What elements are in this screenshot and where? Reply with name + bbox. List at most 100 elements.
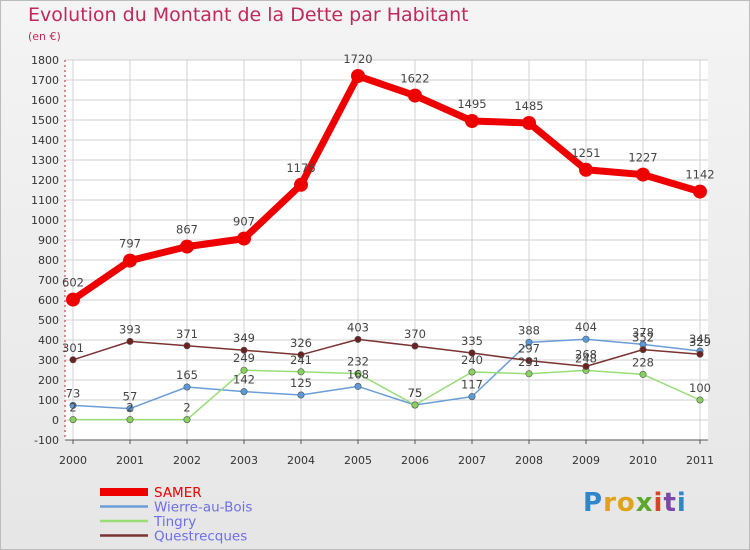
data-label: 241 bbox=[290, 353, 312, 367]
y-tick-label: 800 bbox=[38, 254, 59, 267]
data-label: 403 bbox=[347, 320, 369, 334]
y-tick-label: 1000 bbox=[31, 214, 59, 227]
data-point bbox=[180, 239, 194, 254]
y-tick-label: 1700 bbox=[31, 74, 59, 87]
chart-title: Evolution du Montant de la Dette par Hab… bbox=[28, 4, 469, 26]
data-label: 73 bbox=[66, 386, 81, 400]
data-point bbox=[69, 401, 77, 409]
data-label: 370 bbox=[404, 327, 426, 341]
data-point bbox=[297, 368, 305, 376]
data-label: 1251 bbox=[571, 146, 600, 160]
data-label: 1720 bbox=[343, 52, 372, 66]
x-tick-label: 2006 bbox=[401, 454, 429, 467]
y-tick-label: 400 bbox=[38, 334, 59, 347]
chart-subtitle: (en €) bbox=[28, 30, 61, 43]
data-label: 371 bbox=[176, 327, 198, 341]
data-point bbox=[126, 416, 134, 424]
data-point bbox=[183, 383, 191, 391]
data-point bbox=[69, 416, 77, 424]
data-label: 165 bbox=[176, 368, 198, 382]
data-point bbox=[579, 162, 593, 177]
data-label: 232 bbox=[347, 355, 369, 369]
data-point bbox=[468, 349, 476, 357]
x-tick-label: 2007 bbox=[458, 454, 486, 467]
data-label: 797 bbox=[119, 237, 141, 251]
data-point bbox=[354, 370, 362, 378]
data-label: 1142 bbox=[685, 168, 714, 182]
x-tick-label: 2001 bbox=[116, 454, 144, 467]
x-tick-label: 2004 bbox=[287, 454, 315, 467]
data-point bbox=[66, 292, 80, 307]
data-point bbox=[183, 342, 191, 350]
y-tick-label: 1400 bbox=[31, 134, 59, 147]
series-line-2 bbox=[72, 369, 701, 421]
y-tick-label: 1500 bbox=[31, 114, 59, 127]
data-point bbox=[354, 335, 362, 343]
y-tick-label: -100 bbox=[34, 434, 59, 447]
data-label: 867 bbox=[176, 223, 198, 237]
data-label: 1495 bbox=[457, 97, 486, 111]
y-tick-label: 100 bbox=[38, 394, 59, 407]
series-line-1 bbox=[72, 338, 701, 410]
data-label: 2 bbox=[69, 401, 76, 415]
data-point bbox=[639, 370, 647, 378]
data-label: 228 bbox=[632, 355, 654, 369]
data-point bbox=[639, 346, 647, 354]
data-point bbox=[693, 184, 707, 199]
data-point bbox=[408, 88, 422, 103]
data-label: 231 bbox=[518, 355, 540, 369]
y-tick-label: 1200 bbox=[31, 174, 59, 187]
data-label: 100 bbox=[689, 381, 711, 395]
y-tick-label: 1300 bbox=[31, 154, 59, 167]
data-point bbox=[522, 116, 536, 130]
series-line-3 bbox=[72, 338, 701, 368]
data-label: 1485 bbox=[514, 99, 543, 113]
data-point bbox=[297, 351, 305, 359]
data-label: 326 bbox=[290, 336, 312, 350]
y-tick-label: 1600 bbox=[31, 94, 59, 107]
data-point bbox=[465, 114, 479, 128]
data-point bbox=[123, 253, 137, 268]
data-point bbox=[411, 342, 419, 350]
data-label: 329 bbox=[689, 335, 711, 349]
data-label: 602 bbox=[62, 276, 84, 290]
data-label: 335 bbox=[461, 334, 483, 348]
data-label: 1622 bbox=[400, 72, 429, 86]
data-point bbox=[240, 346, 248, 354]
data-label: 907 bbox=[233, 215, 255, 229]
data-label: 2 bbox=[126, 401, 133, 415]
legend-label-3: Questrecques bbox=[154, 529, 247, 545]
data-label: 268 bbox=[575, 347, 597, 361]
data-label: 125 bbox=[290, 376, 312, 390]
data-point bbox=[468, 393, 476, 401]
y-tick-label: 500 bbox=[38, 314, 59, 327]
data-point bbox=[351, 69, 365, 83]
y-tick-label: 0 bbox=[52, 414, 59, 427]
data-label: 297 bbox=[518, 342, 540, 356]
y-tick-label: 1800 bbox=[31, 54, 59, 67]
data-point bbox=[126, 337, 134, 345]
data-label: 404 bbox=[575, 320, 597, 334]
data-label: 301 bbox=[62, 341, 84, 355]
y-tick-label: 300 bbox=[38, 354, 59, 367]
data-label: 345 bbox=[689, 332, 711, 346]
data-label: 1176 bbox=[286, 161, 315, 175]
data-label: 168 bbox=[347, 367, 369, 381]
data-label: 249 bbox=[233, 351, 255, 365]
series-line-0 bbox=[69, 72, 704, 304]
data-label: 2 bbox=[183, 401, 190, 415]
data-point bbox=[354, 382, 362, 390]
x-tick-label: 2011 bbox=[686, 454, 714, 467]
data-label: 240 bbox=[461, 353, 483, 367]
data-label: 117 bbox=[461, 378, 483, 392]
data-label: 378 bbox=[632, 325, 654, 339]
y-tick-label: 900 bbox=[38, 234, 59, 247]
data-point bbox=[240, 366, 248, 374]
x-tick-label: 2003 bbox=[230, 454, 258, 467]
data-label: 75 bbox=[408, 386, 423, 400]
data-label: 393 bbox=[119, 322, 141, 336]
data-point bbox=[237, 231, 251, 246]
data-point bbox=[636, 167, 650, 182]
x-tick-label: 2002 bbox=[173, 454, 201, 467]
